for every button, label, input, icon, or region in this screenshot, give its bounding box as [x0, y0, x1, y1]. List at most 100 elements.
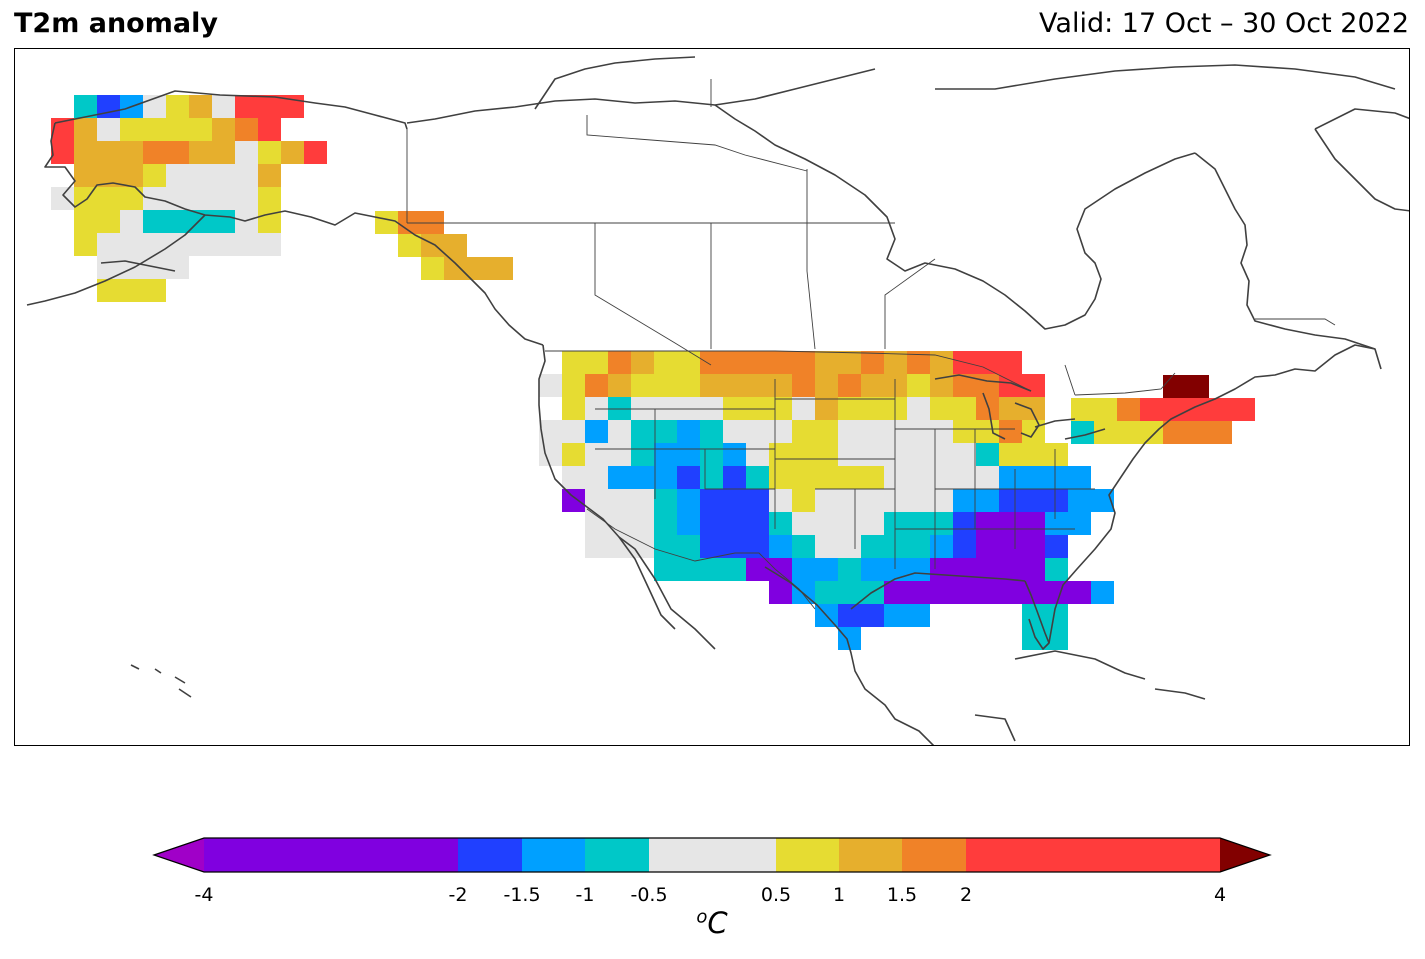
anomaly-cell: [1022, 489, 1045, 512]
anomaly-cell: [608, 374, 631, 397]
anomaly-cell: [769, 420, 792, 443]
anomaly-cell: [120, 256, 143, 279]
anomaly-cell: [585, 420, 608, 443]
anomaly-cell: [120, 164, 143, 187]
anomaly-cell: [976, 581, 999, 604]
anomaly-cell: [1117, 398, 1140, 421]
anomaly-cell: [999, 443, 1022, 466]
anomaly-cell: [631, 466, 654, 489]
anomaly-cell: [1186, 375, 1209, 398]
anomaly-cell: [143, 233, 166, 256]
anomaly-cell: [120, 141, 143, 164]
anomaly-cell: [792, 397, 815, 420]
anomaly-cell: [1022, 420, 1045, 443]
colorbar-bin-1: [458, 838, 522, 872]
anomaly-cell: [746, 443, 769, 466]
anomaly-cell: [421, 211, 444, 234]
anomaly-cell: [976, 374, 999, 397]
anomaly-cell: [884, 512, 907, 535]
anomaly-cell: [677, 558, 700, 581]
anomaly-cell: [815, 443, 838, 466]
anomaly-cell: [700, 466, 723, 489]
anomaly-cell: [143, 210, 166, 233]
anomaly-cell: [861, 443, 884, 466]
anomaly-cell: [999, 466, 1022, 489]
anomaly-cell: [884, 466, 907, 489]
anomaly-cell: [677, 489, 700, 512]
anomaly-cell: [562, 420, 585, 443]
anomaly-cell: [1140, 421, 1163, 444]
colorbar-outline: [152, 837, 1272, 873]
anomaly-cell: [1022, 466, 1045, 489]
anomaly-cell: [723, 466, 746, 489]
anomaly-cell: [1091, 581, 1114, 604]
anomaly-cell: [585, 466, 608, 489]
anomaly-cell: [281, 141, 304, 164]
anomaly-cell: [1163, 375, 1186, 398]
anomaly-cell: [815, 512, 838, 535]
anomaly-cell: [861, 374, 884, 397]
anomaly-cell: [769, 351, 792, 374]
anomaly-cell: [907, 558, 930, 581]
anomaly-cell: [861, 466, 884, 489]
anomaly-cell: [235, 210, 258, 233]
anomaly-cell: [746, 374, 769, 397]
anomaly-grid: [51, 95, 1255, 650]
anomaly-cell: [677, 443, 700, 466]
anomaly-cell: [838, 512, 861, 535]
anomaly-cell: [212, 141, 235, 164]
anomaly-cell: [212, 118, 235, 141]
anomaly-cell: [562, 466, 585, 489]
anomaly-cell: [1209, 398, 1232, 421]
anomaly-cell: [792, 466, 815, 489]
anomaly-cell: [930, 512, 953, 535]
anomaly-cell: [539, 374, 562, 397]
colorbar-under-extension: [154, 838, 204, 872]
anomaly-cell: [930, 397, 953, 420]
anomaly-cell: [97, 210, 120, 233]
anomaly-cell: [769, 466, 792, 489]
anomaly-cell: [792, 535, 815, 558]
anomaly-cell: [120, 118, 143, 141]
anomaly-cell: [953, 512, 976, 535]
anomaly-cell: [884, 374, 907, 397]
anomaly-cell: [907, 420, 930, 443]
anomaly-cell: [907, 466, 930, 489]
anomaly-cell: [654, 351, 677, 374]
anomaly-cell: [907, 374, 930, 397]
anomaly-cell: [700, 397, 723, 420]
anomaly-cell: [769, 489, 792, 512]
anomaly-cell: [884, 489, 907, 512]
anomaly-cell: [838, 535, 861, 558]
anomaly-cell: [654, 512, 677, 535]
anomaly-cell: [1094, 398, 1117, 421]
anomaly-cell: [608, 397, 631, 420]
anomaly-cell: [258, 187, 281, 210]
anomaly-cell: [815, 535, 838, 558]
anomaly-cell: [907, 512, 930, 535]
valid-period: Valid: 17 Oct – 30 Oct 2022: [1039, 8, 1409, 39]
anomaly-cell: [861, 351, 884, 374]
anomaly-cell: [304, 141, 327, 164]
anomaly-cell: [1068, 466, 1091, 489]
anomaly-cell: [74, 210, 97, 233]
anomaly-cell: [1045, 512, 1068, 535]
colorbar-tick-label: 0.5: [760, 884, 792, 906]
anomaly-cell: [654, 420, 677, 443]
anomaly-cell: [212, 210, 235, 233]
coastlines: [26, 56, 1409, 745]
anomaly-cell: [1045, 535, 1068, 558]
anomaly-cell: [976, 535, 999, 558]
anomaly-cell: [120, 279, 143, 302]
anomaly-cell: [999, 351, 1022, 374]
anomaly-cell: [815, 558, 838, 581]
anomaly-cell: [1022, 558, 1045, 581]
anomaly-cell: [930, 351, 953, 374]
anomaly-cell: [539, 443, 562, 466]
anomaly-cell: [51, 141, 74, 164]
anomaly-cell: [999, 374, 1022, 397]
anomaly-cell: [608, 443, 631, 466]
anomaly-cell: [585, 397, 608, 420]
anomaly-cell: [235, 164, 258, 187]
anomaly-cell: [999, 558, 1022, 581]
